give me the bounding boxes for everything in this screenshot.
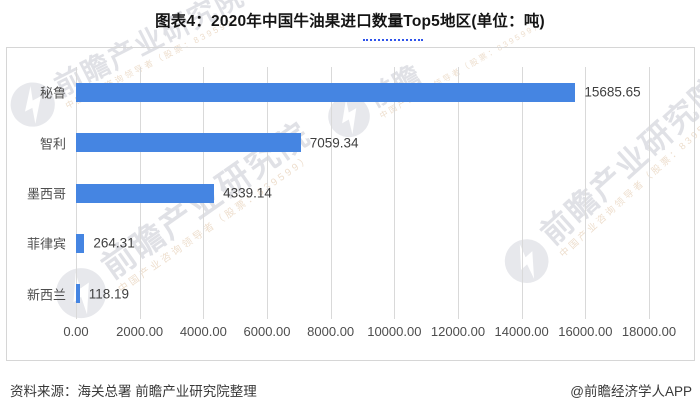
x-tick-label: 14000.00 — [494, 324, 549, 339]
gridline — [267, 67, 268, 319]
chart-area: 秘鲁智利墨西哥菲律宾新西兰 15685.65 7059.34 4339.14 264.… — [6, 47, 695, 361]
category-label: 智利 — [39, 136, 66, 152]
category-label: 秘鲁 — [39, 85, 66, 101]
bar-菲律宾 — [76, 233, 85, 253]
gridline — [521, 67, 523, 319]
x-tick-label: 10000.00 — [367, 324, 422, 339]
bar-秘鲁 — [76, 82, 576, 102]
x-tick-label: 8000.00 — [307, 324, 355, 339]
source-note: 资料来源：海关总署 前瞻产业研究院整理 — [10, 384, 257, 399]
gridline — [649, 67, 650, 319]
bar-value-label: 15685.65 — [584, 84, 641, 100]
bar-墨西哥 — [76, 183, 215, 203]
footer: 资料来源：海关总署 前瞻产业研究院整理 @前瞻经济学人APP — [0, 378, 700, 400]
category-label: 墨西哥 — [26, 186, 66, 202]
bar-value-label: 7059.34 — [309, 135, 359, 151]
x-axis: 0.00 2000.00 4000.00 6000.00 8000.00 10000.00… — [63, 324, 676, 344]
x-tick-label: 16000.00 — [558, 324, 613, 339]
category-label: 新西兰 — [26, 287, 66, 303]
category-axis: 秘鲁智利墨西哥菲律宾新西兰 — [11, 67, 66, 319]
x-tick-label: 0.00 — [63, 324, 89, 339]
plot-area: 15685.65 7059.34 4339.14 264.31 118.19 — [76, 67, 650, 319]
x-tick-label: 6000.00 — [243, 324, 291, 339]
gridline — [394, 67, 396, 319]
chart-title: 图表4：2020年中国牛油果进口数量Top5地区(单位：吨) — [155, 13, 545, 30]
x-tick-label: 12000.00 — [430, 324, 486, 339]
gridline — [585, 67, 587, 319]
x-tick-label: 2000.00 — [116, 324, 164, 339]
bar-value-label: 4339.14 — [223, 185, 272, 201]
bar-新西兰 — [76, 284, 80, 304]
gridline — [330, 67, 332, 319]
credit-note: @前瞻经济学人APP — [570, 384, 692, 399]
bar-智利 — [76, 133, 301, 153]
x-tick-label: 18000.00 — [621, 324, 677, 339]
x-tick-label: 4000.00 — [179, 324, 227, 339]
bar-value-label: 118.19 — [88, 286, 130, 302]
bar-value-label: 264.31 — [93, 235, 135, 251]
title-dotted-underline — [363, 36, 423, 41]
category-label: 菲律宾 — [26, 236, 66, 252]
gridline — [458, 67, 459, 319]
